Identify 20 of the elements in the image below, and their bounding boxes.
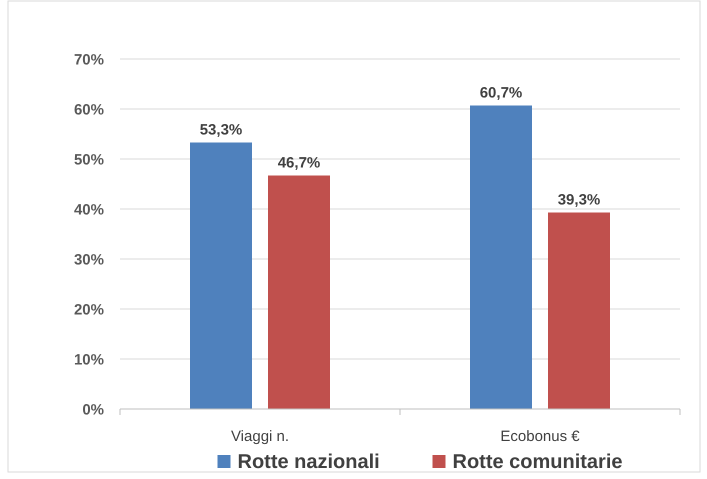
y-tick-label: 10% — [74, 351, 104, 368]
bar — [190, 142, 252, 409]
x-tick-label: Viaggi n. — [230, 428, 290, 445]
data-label: 60,7% — [480, 84, 522, 102]
bar — [470, 106, 532, 409]
bar — [268, 176, 330, 409]
x-tick-label: Ecobonus € — [500, 428, 580, 445]
legend-label: Rotte comunitarie — [452, 451, 623, 473]
y-tick-label: 0% — [82, 401, 104, 418]
y-tick-label: 20% — [74, 301, 104, 318]
data-label: 39,3% — [558, 192, 600, 208]
y-tick-label: 30% — [74, 251, 104, 268]
y-tick-label: 40% — [74, 201, 104, 218]
y-tick-label: 50% — [74, 151, 104, 168]
y-tick-label: 70% — [74, 51, 104, 68]
y-tick-label: 60% — [74, 101, 104, 118]
bar — [548, 212, 610, 409]
data-label: 53,3% — [200, 122, 242, 138]
data-label: 46,7% — [278, 154, 320, 172]
legend-label: Rotte nazionali — [238, 451, 380, 473]
